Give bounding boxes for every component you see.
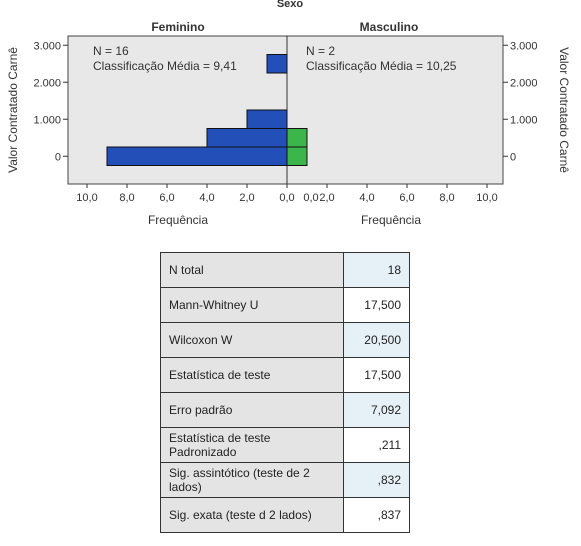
bar-feminino: [206, 128, 288, 148]
y-tick-label-right: 2.000: [510, 77, 538, 89]
bar-masculino: [286, 146, 308, 166]
table-row: Sig. exata (teste d 2 lados) ,837: [159, 497, 410, 533]
x-tick-label-left: 4,0: [199, 192, 214, 204]
y-tick-label-left: 0: [55, 151, 61, 163]
row-value: 17,500: [343, 287, 410, 323]
table-row: Erro padrão 7,092: [159, 392, 410, 428]
row-label: Mann-Whitney U: [159, 287, 345, 323]
x-tick-label-right: 2,0: [319, 192, 334, 204]
y-axis-label-left: Valor Contratado Carnê: [6, 47, 20, 173]
bar-feminino: [106, 146, 288, 166]
row-label: Wilcoxon W: [159, 322, 345, 358]
axes: 0 0 1.000 1.000 2.000 2.000 3.000 3.000 10,0 8,0 6…: [33, 40, 537, 204]
panel-title-feminino: Feminino: [151, 20, 204, 34]
x-tick-label-right: 6,0: [399, 192, 414, 204]
y-tick-label-right: 1.000: [510, 114, 538, 126]
y-tick-label-left: 3.000: [33, 40, 61, 52]
row-value: 18: [343, 252, 410, 288]
bar-masculino: [286, 128, 308, 148]
row-label: Erro padrão: [159, 392, 345, 428]
bar-feminino: [246, 109, 288, 129]
x-tick-label-right: 8,0: [439, 192, 454, 204]
panel-annotation-n-feminino: N = 16: [93, 44, 129, 58]
row-label: N total: [159, 252, 345, 288]
x-tick-label-left: 8,0: [119, 192, 134, 204]
x-axis-label-right: Frequência: [361, 213, 421, 227]
row-value: 17,500: [343, 357, 410, 393]
row-label: Sig. assintótico (teste de 2 lados): [159, 462, 345, 498]
table-row: Estatística de teste 17,500: [159, 357, 410, 393]
row-label: Estatística de teste Padronizado: [159, 427, 345, 463]
x-tick-label-left: 2,0: [239, 192, 254, 204]
x-tick-label-left: 10,0: [76, 192, 97, 204]
x-tick-label-left: 6,0: [159, 192, 174, 204]
table-row: N total 18: [159, 252, 410, 288]
bar-feminino: [266, 54, 288, 74]
x-axis-label-left: Frequência: [148, 213, 208, 227]
row-value: ,837: [343, 497, 410, 533]
panel-annotation-rank-masculino: Classificação Média = 10,25: [306, 59, 457, 73]
row-label: Estatística de teste: [159, 357, 345, 393]
x-tick-label-right: 4,0: [359, 192, 374, 204]
y-tick-label-left: 1.000: [33, 114, 61, 126]
chart-title: Sexo: [277, 0, 304, 10]
panel-annotation-rank-feminino: Classificação Média = 9,41: [93, 59, 237, 73]
table-row: Estatística de teste Padronizado ,211: [159, 427, 410, 463]
y-tick-label-right: 3.000: [510, 40, 538, 52]
x-tick-label-left: 0,0: [279, 192, 294, 204]
histogram-bars: [106, 54, 308, 166]
row-value: 7,092: [343, 392, 410, 428]
mann-whitney-chart: Sexo Feminino Masculino 0 0 1.000 1.000 2.00…: [6, 0, 571, 227]
row-label: Sig. exata (teste d 2 lados): [159, 497, 345, 533]
row-value: ,832: [343, 462, 410, 498]
panel-annotation-n-masculino: N = 2: [306, 44, 335, 58]
row-value: 20,500: [343, 322, 410, 358]
y-axis-label-right: Valor Contratado Carnê: [557, 47, 571, 173]
y-tick-label-left: 2.000: [33, 77, 61, 89]
table-row: Mann-Whitney U 17,500: [159, 287, 410, 323]
y-tick-label-right: 0: [510, 151, 516, 163]
panel-title-masculino: Masculino: [360, 20, 419, 34]
x-tick-label-right: 0,0: [303, 192, 318, 204]
table-row: Sig. assintótico (teste de 2 lados) ,832: [159, 462, 410, 498]
row-value: ,211: [343, 427, 410, 463]
x-tick-label-right: 10,0: [476, 192, 497, 204]
table-row: Wilcoxon W 20,500: [159, 322, 410, 358]
